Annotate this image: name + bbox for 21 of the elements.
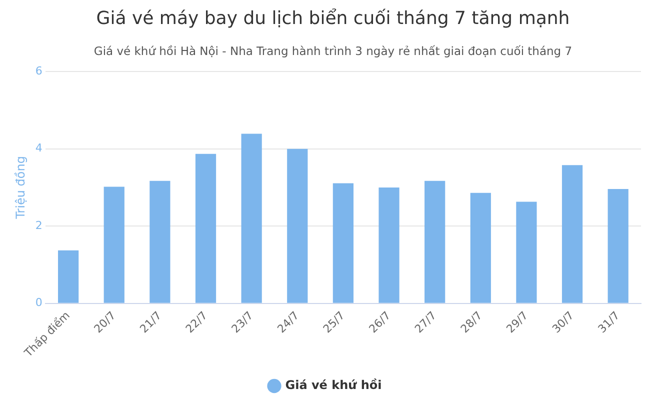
bar — [287, 148, 308, 303]
y-tick-label: 2 — [35, 218, 42, 232]
bar — [195, 154, 216, 303]
bar — [516, 202, 537, 303]
bar — [104, 186, 124, 303]
bar — [58, 250, 79, 303]
y-tick-label: 6 — [35, 64, 42, 78]
bar — [332, 183, 354, 303]
chart-subtitle: Giá vé khứ hồi Hà Nội - Nha Trang hành trình 3 ngày rẻ nhất giai đoạn cuối tháng 7 — [92, 44, 574, 58]
bar — [562, 165, 583, 303]
bar — [241, 134, 262, 303]
y-tick-label: 0 — [35, 296, 42, 310]
chart-title: Giá vé máy bay du lịch biển cuối tháng 7 tăng mạnh — [95, 8, 571, 29]
y-axis-title: Triệu đồng — [13, 156, 28, 220]
bar — [378, 187, 400, 303]
bar — [150, 180, 170, 303]
y-tick-label: 4 — [35, 142, 42, 155]
legend-label: Giá vé khứ hồi — [285, 378, 382, 392]
bar — [424, 180, 446, 303]
bar — [608, 189, 628, 303]
bar — [470, 192, 491, 303]
